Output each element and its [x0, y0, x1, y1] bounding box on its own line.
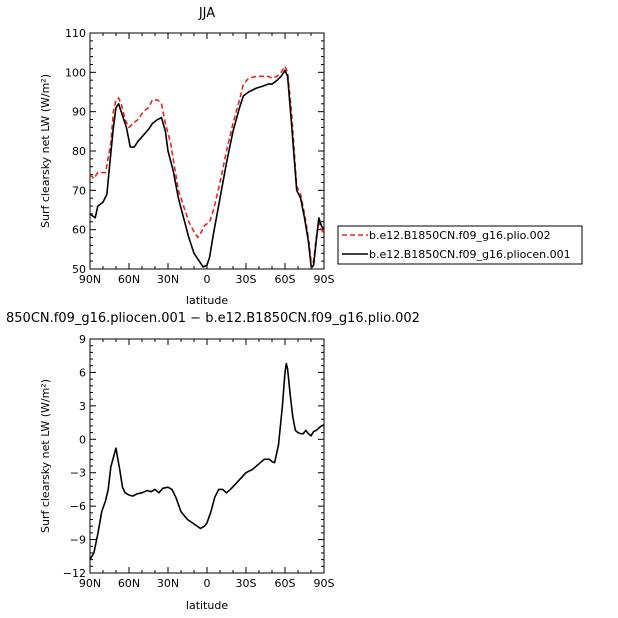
top-series-line-1 — [89, 65, 325, 264]
bottom-y-tick-label: −12 — [63, 567, 86, 580]
top-y-axis-label: Surf clearsky net LW (W/m²) — [39, 74, 52, 228]
bottom-y-tick-label: 6 — [79, 366, 86, 379]
top-y-ticks: 50 60 70 80 90 100 110 — [65, 27, 324, 276]
bottom-x-tick-label: 30N — [157, 577, 179, 590]
bottom-y-tick-label: 3 — [79, 400, 86, 413]
top-y-tick-label: 50 — [72, 263, 86, 276]
top-x-axis-label: latitude — [186, 294, 228, 307]
bottom-x-tick-label: 0 — [204, 577, 211, 590]
legend-label-series-1: b.e12.B1850CN.f09_g16.plio.002 — [369, 229, 551, 242]
top-x-tick-label: 30S — [236, 273, 257, 286]
top-panel-title: JJA — [198, 6, 215, 21]
bottom-y-tick-label: 9 — [79, 333, 86, 346]
top-x-ticks: 90N 60N 30N 0 30S 60S 90S — [79, 33, 335, 286]
bottom-panel-title: 850CN.f09_g16.pliocen.001 − b.e12.B1850C… — [6, 311, 420, 326]
bottom-y-axis-label: Surf clearsky net LW (W/m²) — [39, 379, 52, 533]
top-x-tick-label: 60N — [118, 273, 140, 286]
top-y-tick-label: 80 — [72, 145, 86, 158]
top-y-tick-label: 100 — [65, 66, 86, 79]
bottom-y-tick-label: 0 — [79, 433, 86, 446]
bottom-x-axis-label: latitude — [186, 599, 228, 612]
top-panel: JJA 50 60 70 80 90 100 110 90N 60N 30N 0 30S 60S 90S… — [39, 6, 335, 307]
bottom-x-tick-label: 60N — [118, 577, 140, 590]
legend-label-series-2: b.e12.B1850CN.f09_g16.pliocen.001 — [369, 248, 571, 261]
top-x-tick-label: 60S — [275, 273, 296, 286]
top-x-tick-label: 30N — [157, 273, 179, 286]
top-x-tick-label: 90S — [314, 273, 335, 286]
bottom-y-tick-label: −3 — [70, 467, 86, 480]
bottom-series — [89, 362, 325, 561]
legend-box — [337, 225, 583, 265]
top-y-tick-label: 110 — [65, 27, 86, 40]
legend: b.e12.B1850CN.f09_g16.plio.002 b.e12.B18… — [337, 225, 583, 265]
bottom-x-tick-label: 90N — [79, 577, 101, 590]
top-x-tick-label: 0 — [204, 273, 211, 286]
bottom-x-tick-label: 60S — [275, 577, 296, 590]
bottom-y-tick-label: −6 — [70, 500, 86, 513]
bottom-x-ticks: 90N 60N 30N 0 30S 60S 90S — [79, 339, 335, 590]
bottom-y-tick-label: −9 — [70, 534, 86, 547]
top-series-line-2 — [89, 69, 325, 268]
top-y-tick-label: 90 — [72, 106, 86, 119]
top-plot-frame — [89, 32, 325, 270]
top-series — [89, 65, 325, 268]
bottom-panel: 850CN.f09_g16.pliocen.001 − b.e12.B1850C… — [6, 311, 420, 612]
top-y-tick-label: 60 — [72, 224, 86, 237]
bottom-x-tick-label: 30S — [236, 577, 257, 590]
bottom-y-ticks: −12 −9 −6 −3 0 3 6 9 — [63, 333, 324, 580]
bottom-x-tick-label: 90S — [314, 577, 335, 590]
top-x-tick-label: 90N — [79, 273, 101, 286]
top-y-tick-label: 70 — [72, 184, 86, 197]
bottom-series-line-1 — [89, 362, 325, 561]
